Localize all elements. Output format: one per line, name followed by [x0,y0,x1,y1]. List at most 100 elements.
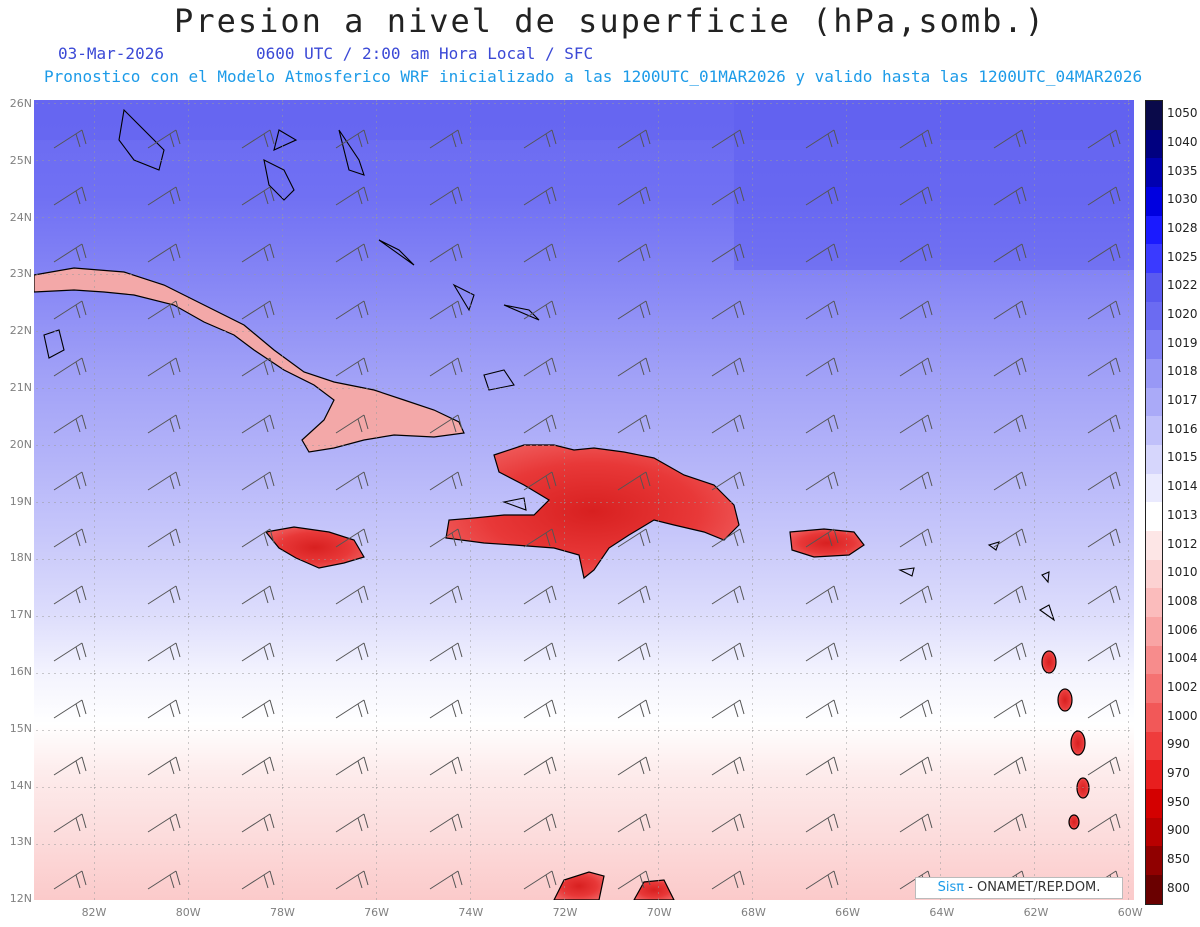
colorbar-swatch [1146,129,1162,159]
wind-barb [147,129,181,149]
wind-barb [147,471,181,491]
colorbar-label: 1028 [1167,221,1198,236]
wind-barb [805,642,839,662]
wind-barb [523,585,557,605]
lat-label: 14N [9,778,32,792]
wind-barb [53,642,87,662]
wind-barb [711,870,745,890]
wind-barb [993,585,1027,605]
wind-barb [53,471,87,491]
colorbar-label: 1025 [1167,249,1198,264]
wind-barb [147,585,181,605]
wind-barb [617,243,651,263]
wind-barb [805,300,839,320]
wind-barb [429,813,463,833]
wind-barb [993,528,1027,548]
colorbar-swatch [1146,502,1162,532]
wind-barb [617,186,651,206]
wind-barb [429,699,463,719]
colorbar-swatch [1146,101,1162,130]
wind-barb [523,300,557,320]
wind-barb [805,528,839,548]
wind-barb [53,870,87,890]
wind-barb [899,585,933,605]
wind-barb [1087,300,1121,320]
pressure-map [34,100,1134,900]
wind-barb [335,870,369,890]
wind-barb [335,357,369,377]
colorbar-swatch [1146,674,1162,704]
wind-barb [617,699,651,719]
colorbar-swatch [1146,416,1162,446]
wind-barb [53,528,87,548]
wind-barb [429,129,463,149]
wind-barb [241,129,275,149]
lat-label: 15N [9,721,32,735]
wind-barb [711,471,745,491]
colorbar-label: 1006 [1167,622,1198,637]
wind-barb [53,186,87,206]
colorbar-swatch [1146,359,1162,388]
wind-barb [993,300,1027,320]
colorbar-swatch [1146,645,1162,675]
wind-barb [805,585,839,605]
colorbar-swatch [1146,588,1162,618]
colorbar-label: 1004 [1167,651,1198,666]
wind-barb [711,585,745,605]
wind-barb [241,585,275,605]
wind-barb [805,186,839,206]
lon-label: 80W [175,906,201,919]
wind-barb [711,642,745,662]
lat-label: 26N [9,97,32,110]
wind-barb [429,585,463,605]
wind-barb [993,699,1027,719]
wind-barb [147,699,181,719]
lat-label: 13N [9,835,32,849]
lat-label: 20N [9,437,32,451]
wind-barb [523,414,557,434]
forecast-note: Pronostico con el Modelo Atmosferico WRF… [44,67,1143,86]
colorbar-label: 900 [1167,823,1190,838]
wind-barb [899,129,933,149]
colorbar-label: 1013 [1167,507,1198,522]
colorbar-label: 1016 [1167,421,1198,436]
wind-barb [241,528,275,548]
colorbar-swatch [1146,301,1162,331]
pressure-field [34,100,1134,900]
wind-barb [147,414,181,434]
wind-barb [335,129,369,149]
wind-barb [899,186,933,206]
wind-barb [805,471,839,491]
wind-barb [805,243,839,263]
colorbar-label: 1012 [1167,536,1198,551]
wind-barb [993,357,1027,377]
wind-barb [1087,243,1121,263]
map-title: Presion a nivel de superficie (hPa,somb.… [174,2,1046,40]
credit-box: Sisπ - ONAMET/REP.DOM. [915,877,1123,899]
wind-barb [1087,813,1121,833]
wind-barb [993,414,1027,434]
wind-barb [711,129,745,149]
wind-barb [1087,528,1121,548]
colorbar-label: 1035 [1167,163,1198,178]
wind-barb [805,699,839,719]
wind-barb [429,300,463,320]
colorbar-label: 1010 [1167,565,1198,580]
colorbar [1145,100,1163,905]
wind-barb [617,414,651,434]
lat-label: 22N [9,324,32,338]
wind-barb [335,471,369,491]
wind-barb [147,756,181,776]
wind-barb [429,243,463,263]
wind-barb [1087,414,1121,434]
wind-barb [429,642,463,662]
wind-barb [53,243,87,263]
wind-barb [53,357,87,377]
colorbar-swatch [1146,215,1162,245]
colorbar-swatch [1146,531,1162,560]
wind-barb [53,300,87,320]
wind-barb [899,813,933,833]
lon-label: 70W [646,906,672,919]
lon-label: 72W [552,906,578,919]
wind-barb [617,642,651,662]
